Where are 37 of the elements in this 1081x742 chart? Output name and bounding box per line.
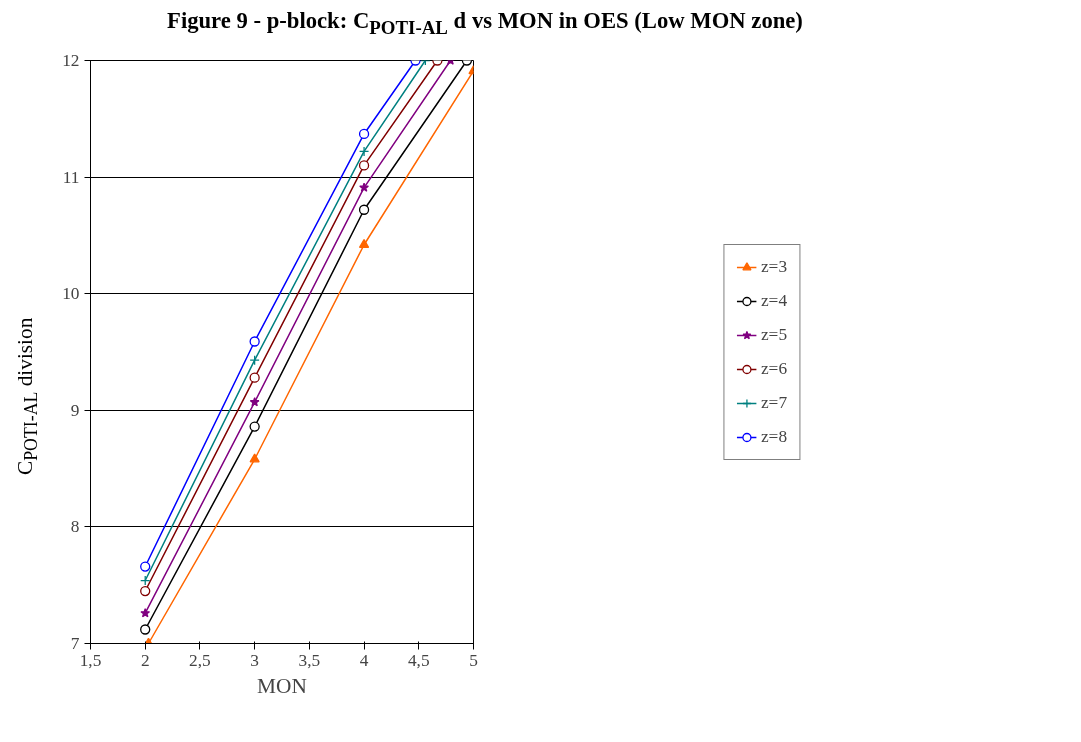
legend-label: z=6 — [760, 358, 788, 379]
y-tick-label: 11 — [62, 167, 80, 187]
y-tick-label: 7 — [70, 634, 80, 653]
point — [249, 336, 260, 347]
x-tick-label: 4 — [359, 650, 369, 670]
x-tick-label: 5 — [469, 650, 478, 670]
point — [249, 372, 260, 383]
point — [359, 182, 369, 192]
y-tick-label: 9 — [70, 400, 80, 420]
point — [358, 160, 370, 171]
x-tick-label: 4,5 — [407, 650, 430, 670]
y-tick-label: 10 — [62, 284, 80, 304]
y-tick-label: 12 — [62, 51, 80, 70]
x-tick-label: 3 — [250, 650, 259, 670]
x-tick-label: 2,5 — [189, 650, 211, 670]
x-axis-title: MON — [257, 673, 307, 698]
legend-label: z=8 — [760, 426, 788, 447]
point — [358, 146, 370, 157]
point — [358, 238, 370, 248]
point — [358, 204, 370, 215]
x-tick-label: 2 — [140, 650, 150, 670]
point — [140, 608, 151, 618]
point — [358, 128, 370, 140]
point — [140, 624, 151, 635]
legend-label: z=3 — [760, 256, 788, 277]
point — [249, 396, 260, 407]
legend-label: z=7 — [760, 392, 788, 413]
legend-label: z=4 — [760, 290, 788, 311]
point — [140, 561, 151, 572]
point — [249, 421, 260, 432]
y-tick-label: 8 — [70, 517, 80, 537]
legend-label: z=5 — [760, 324, 788, 345]
x-tick-label: 1,5 — [79, 650, 102, 670]
chart-title: Figure 9 - p-block: C$_{POTI-AL}$ d vs MON in OES (Low MON zone) — [166, 7, 804, 40]
point — [140, 585, 151, 597]
x-tick-label: 3,5 — [298, 650, 321, 670]
point — [249, 453, 260, 463]
